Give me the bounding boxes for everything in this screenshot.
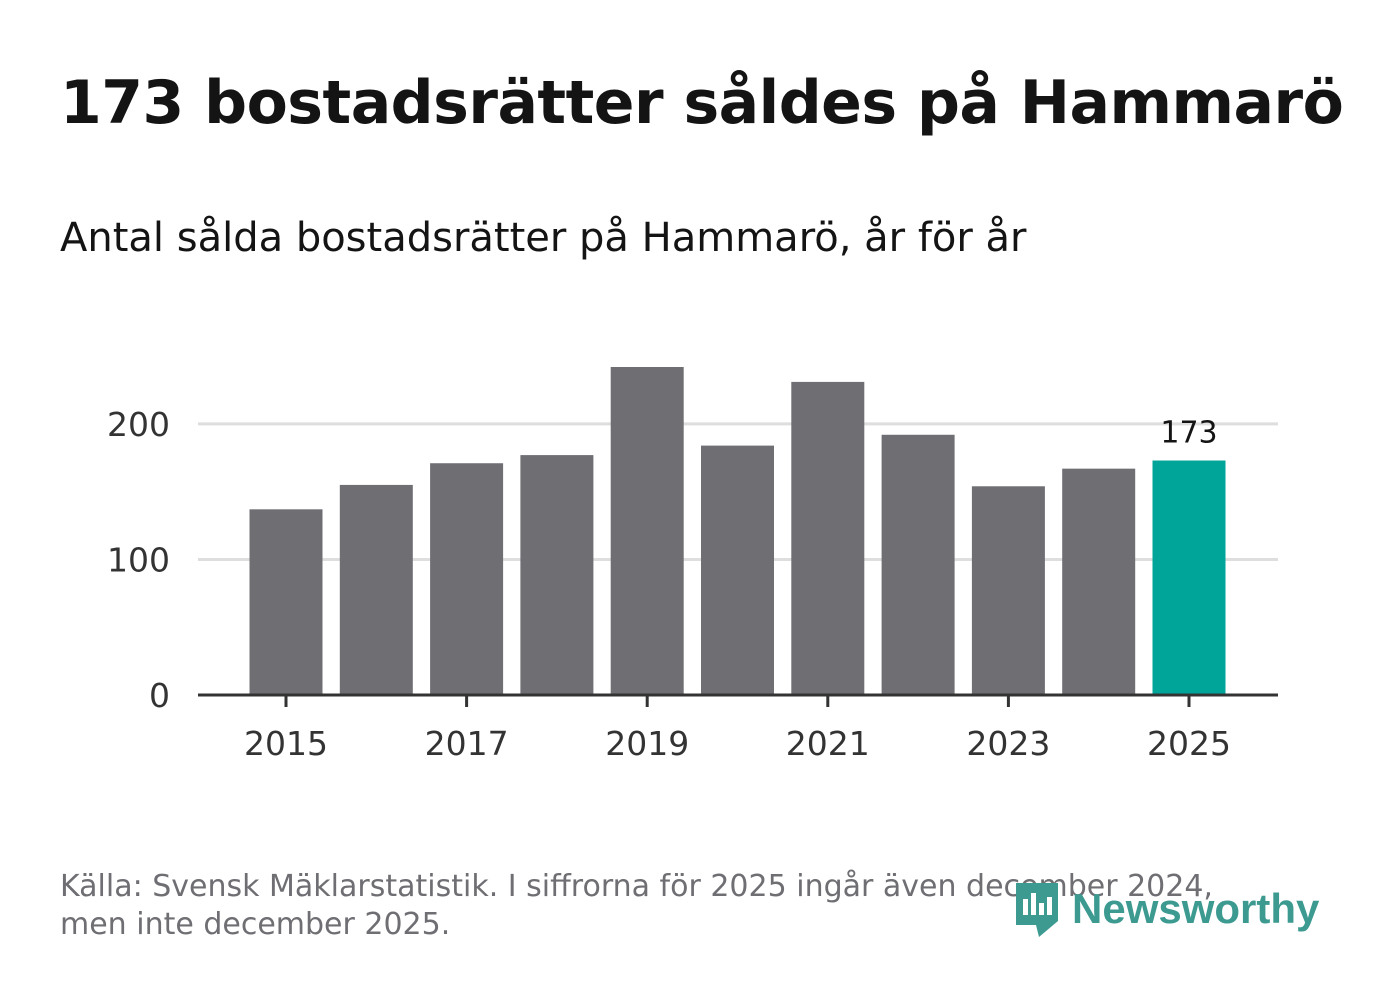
- x-tick-label: 2015: [244, 724, 328, 763]
- chart-subtitle: Antal sålda bostadsrätter på Hammarö, år…: [60, 215, 1027, 261]
- logo-text: Newsworthy: [1072, 885, 1320, 932]
- axes: [198, 693, 1278, 707]
- y-tick-label: 100: [107, 540, 170, 579]
- y-tick-label: 200: [107, 405, 170, 444]
- labels: 0 100 200 2015 2017 2019 2021 2023 2025 173: [107, 405, 1231, 763]
- bar-2021: [791, 381, 865, 695]
- x-tick-label: 2017: [425, 724, 509, 763]
- chart-title: 173 bostadsrätter såldes på Hammarö: [60, 68, 1344, 138]
- x-tick-label: 2019: [605, 724, 689, 763]
- bar-2018: [520, 455, 594, 695]
- newsworthy-logo-icon: [1016, 883, 1058, 937]
- bars: [249, 367, 1226, 695]
- bar-2023: [971, 486, 1045, 695]
- bar-2017: [430, 463, 504, 695]
- bar-2025: [1152, 460, 1226, 695]
- data-label: 173: [1160, 416, 1217, 451]
- newsworthy-logo: Newsworthy: [1012, 879, 1319, 939]
- bar-2016: [339, 484, 413, 695]
- bar-2019: [610, 367, 684, 695]
- bar-2015: [249, 509, 323, 695]
- x-tick-label: 2021: [786, 724, 870, 763]
- y-tick-label: 0: [149, 676, 170, 715]
- bar-2024: [1062, 468, 1136, 695]
- bar-2020: [701, 445, 774, 695]
- bar-2022: [881, 434, 955, 695]
- x-tick-label: 2023: [966, 724, 1050, 763]
- x-tick-label: 2025: [1147, 724, 1231, 763]
